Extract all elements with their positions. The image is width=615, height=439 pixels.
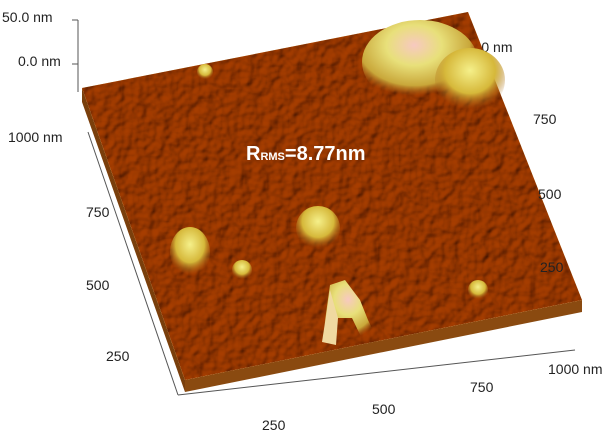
rms-value: =8.77nm <box>285 143 366 165</box>
bump <box>435 48 505 112</box>
axes <box>72 19 576 396</box>
bottom-tick-label: 1000 nm <box>548 361 602 377</box>
left-tick-label: 750 <box>86 204 110 220</box>
right-tick-label: 500 <box>538 186 562 202</box>
bump <box>232 260 252 280</box>
surface-features <box>170 20 505 345</box>
surface-side <box>82 88 185 392</box>
left-tick-label: 250 <box>106 348 130 364</box>
right-tick-label: 750 <box>533 111 557 127</box>
left-tick-label: 1000 nm <box>8 129 62 145</box>
rms-subscript: RMS <box>260 151 284 163</box>
right-tick-label: 250 <box>540 259 564 275</box>
bump <box>296 206 340 250</box>
left-axis <box>87 131 179 396</box>
left-tick-label: 500 <box>86 277 110 293</box>
bump <box>468 280 488 300</box>
z-tick-label: 50.0 nm <box>2 9 53 25</box>
rms-symbol: R <box>246 143 261 165</box>
bottom-tick-label: 750 <box>470 379 494 395</box>
bottom-tick-label: 250 <box>262 417 286 433</box>
bottom-axis <box>177 349 576 396</box>
bump <box>170 227 210 277</box>
peak <box>322 280 380 345</box>
bottom-tick-label: 500 <box>372 401 396 417</box>
peak-wall <box>322 290 338 345</box>
rms-annotation: RRMS=8.77nm <box>246 143 366 165</box>
bump <box>197 64 213 80</box>
surface-side <box>185 300 582 392</box>
z-tick-label: 0.0 nm <box>18 53 61 69</box>
